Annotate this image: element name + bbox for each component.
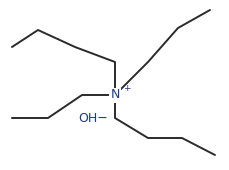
Text: N: N: [110, 89, 119, 101]
Text: OH−: OH−: [78, 112, 107, 124]
Text: +: +: [123, 84, 130, 93]
